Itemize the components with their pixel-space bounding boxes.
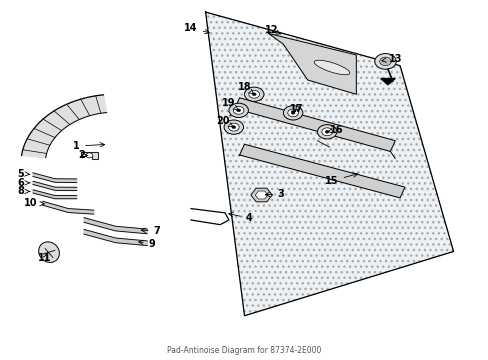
Circle shape xyxy=(374,54,395,69)
Text: 10: 10 xyxy=(24,198,44,208)
Polygon shape xyxy=(205,12,453,316)
Circle shape xyxy=(228,123,239,131)
Polygon shape xyxy=(268,33,356,94)
Circle shape xyxy=(236,109,240,112)
Text: 13: 13 xyxy=(381,54,401,64)
Text: 7: 7 xyxy=(141,226,160,236)
Polygon shape xyxy=(33,181,77,190)
Circle shape xyxy=(228,103,248,117)
Text: 12: 12 xyxy=(264,25,280,35)
Circle shape xyxy=(248,90,259,98)
Text: 17: 17 xyxy=(290,104,303,113)
Polygon shape xyxy=(21,95,106,158)
Polygon shape xyxy=(239,144,404,198)
Text: 15: 15 xyxy=(325,173,357,186)
Polygon shape xyxy=(84,229,147,246)
Text: 16: 16 xyxy=(326,125,343,135)
Polygon shape xyxy=(380,78,394,85)
Ellipse shape xyxy=(314,60,349,75)
Circle shape xyxy=(252,93,256,96)
Text: 3: 3 xyxy=(264,189,284,199)
Text: 5: 5 xyxy=(18,168,30,179)
Circle shape xyxy=(233,107,244,114)
Circle shape xyxy=(283,106,302,120)
Circle shape xyxy=(321,128,332,136)
Polygon shape xyxy=(33,190,77,199)
Polygon shape xyxy=(84,218,147,234)
Text: 11: 11 xyxy=(39,253,52,263)
Circle shape xyxy=(224,120,243,134)
Circle shape xyxy=(317,125,336,139)
Polygon shape xyxy=(42,201,94,214)
Circle shape xyxy=(231,126,235,129)
Circle shape xyxy=(86,153,93,158)
Text: 4: 4 xyxy=(228,212,252,223)
Text: 14: 14 xyxy=(184,23,209,34)
Polygon shape xyxy=(81,152,98,158)
Text: 8: 8 xyxy=(18,186,30,197)
Circle shape xyxy=(325,130,328,133)
Polygon shape xyxy=(255,191,267,199)
Text: 2: 2 xyxy=(78,150,87,160)
Text: Pad-Antinoise Diagram for 87374-2E000: Pad-Antinoise Diagram for 87374-2E000 xyxy=(167,346,321,355)
Text: 18: 18 xyxy=(237,82,254,94)
Ellipse shape xyxy=(39,242,59,262)
Text: 9: 9 xyxy=(139,239,155,249)
Circle shape xyxy=(379,57,390,66)
Text: 19: 19 xyxy=(222,98,238,110)
Polygon shape xyxy=(33,173,77,183)
Circle shape xyxy=(287,109,298,117)
Polygon shape xyxy=(250,188,272,202)
Polygon shape xyxy=(234,98,394,152)
Circle shape xyxy=(244,87,264,102)
Text: 1: 1 xyxy=(73,141,104,151)
Circle shape xyxy=(290,111,294,114)
Text: 20: 20 xyxy=(215,116,232,127)
Text: 6: 6 xyxy=(18,178,30,188)
